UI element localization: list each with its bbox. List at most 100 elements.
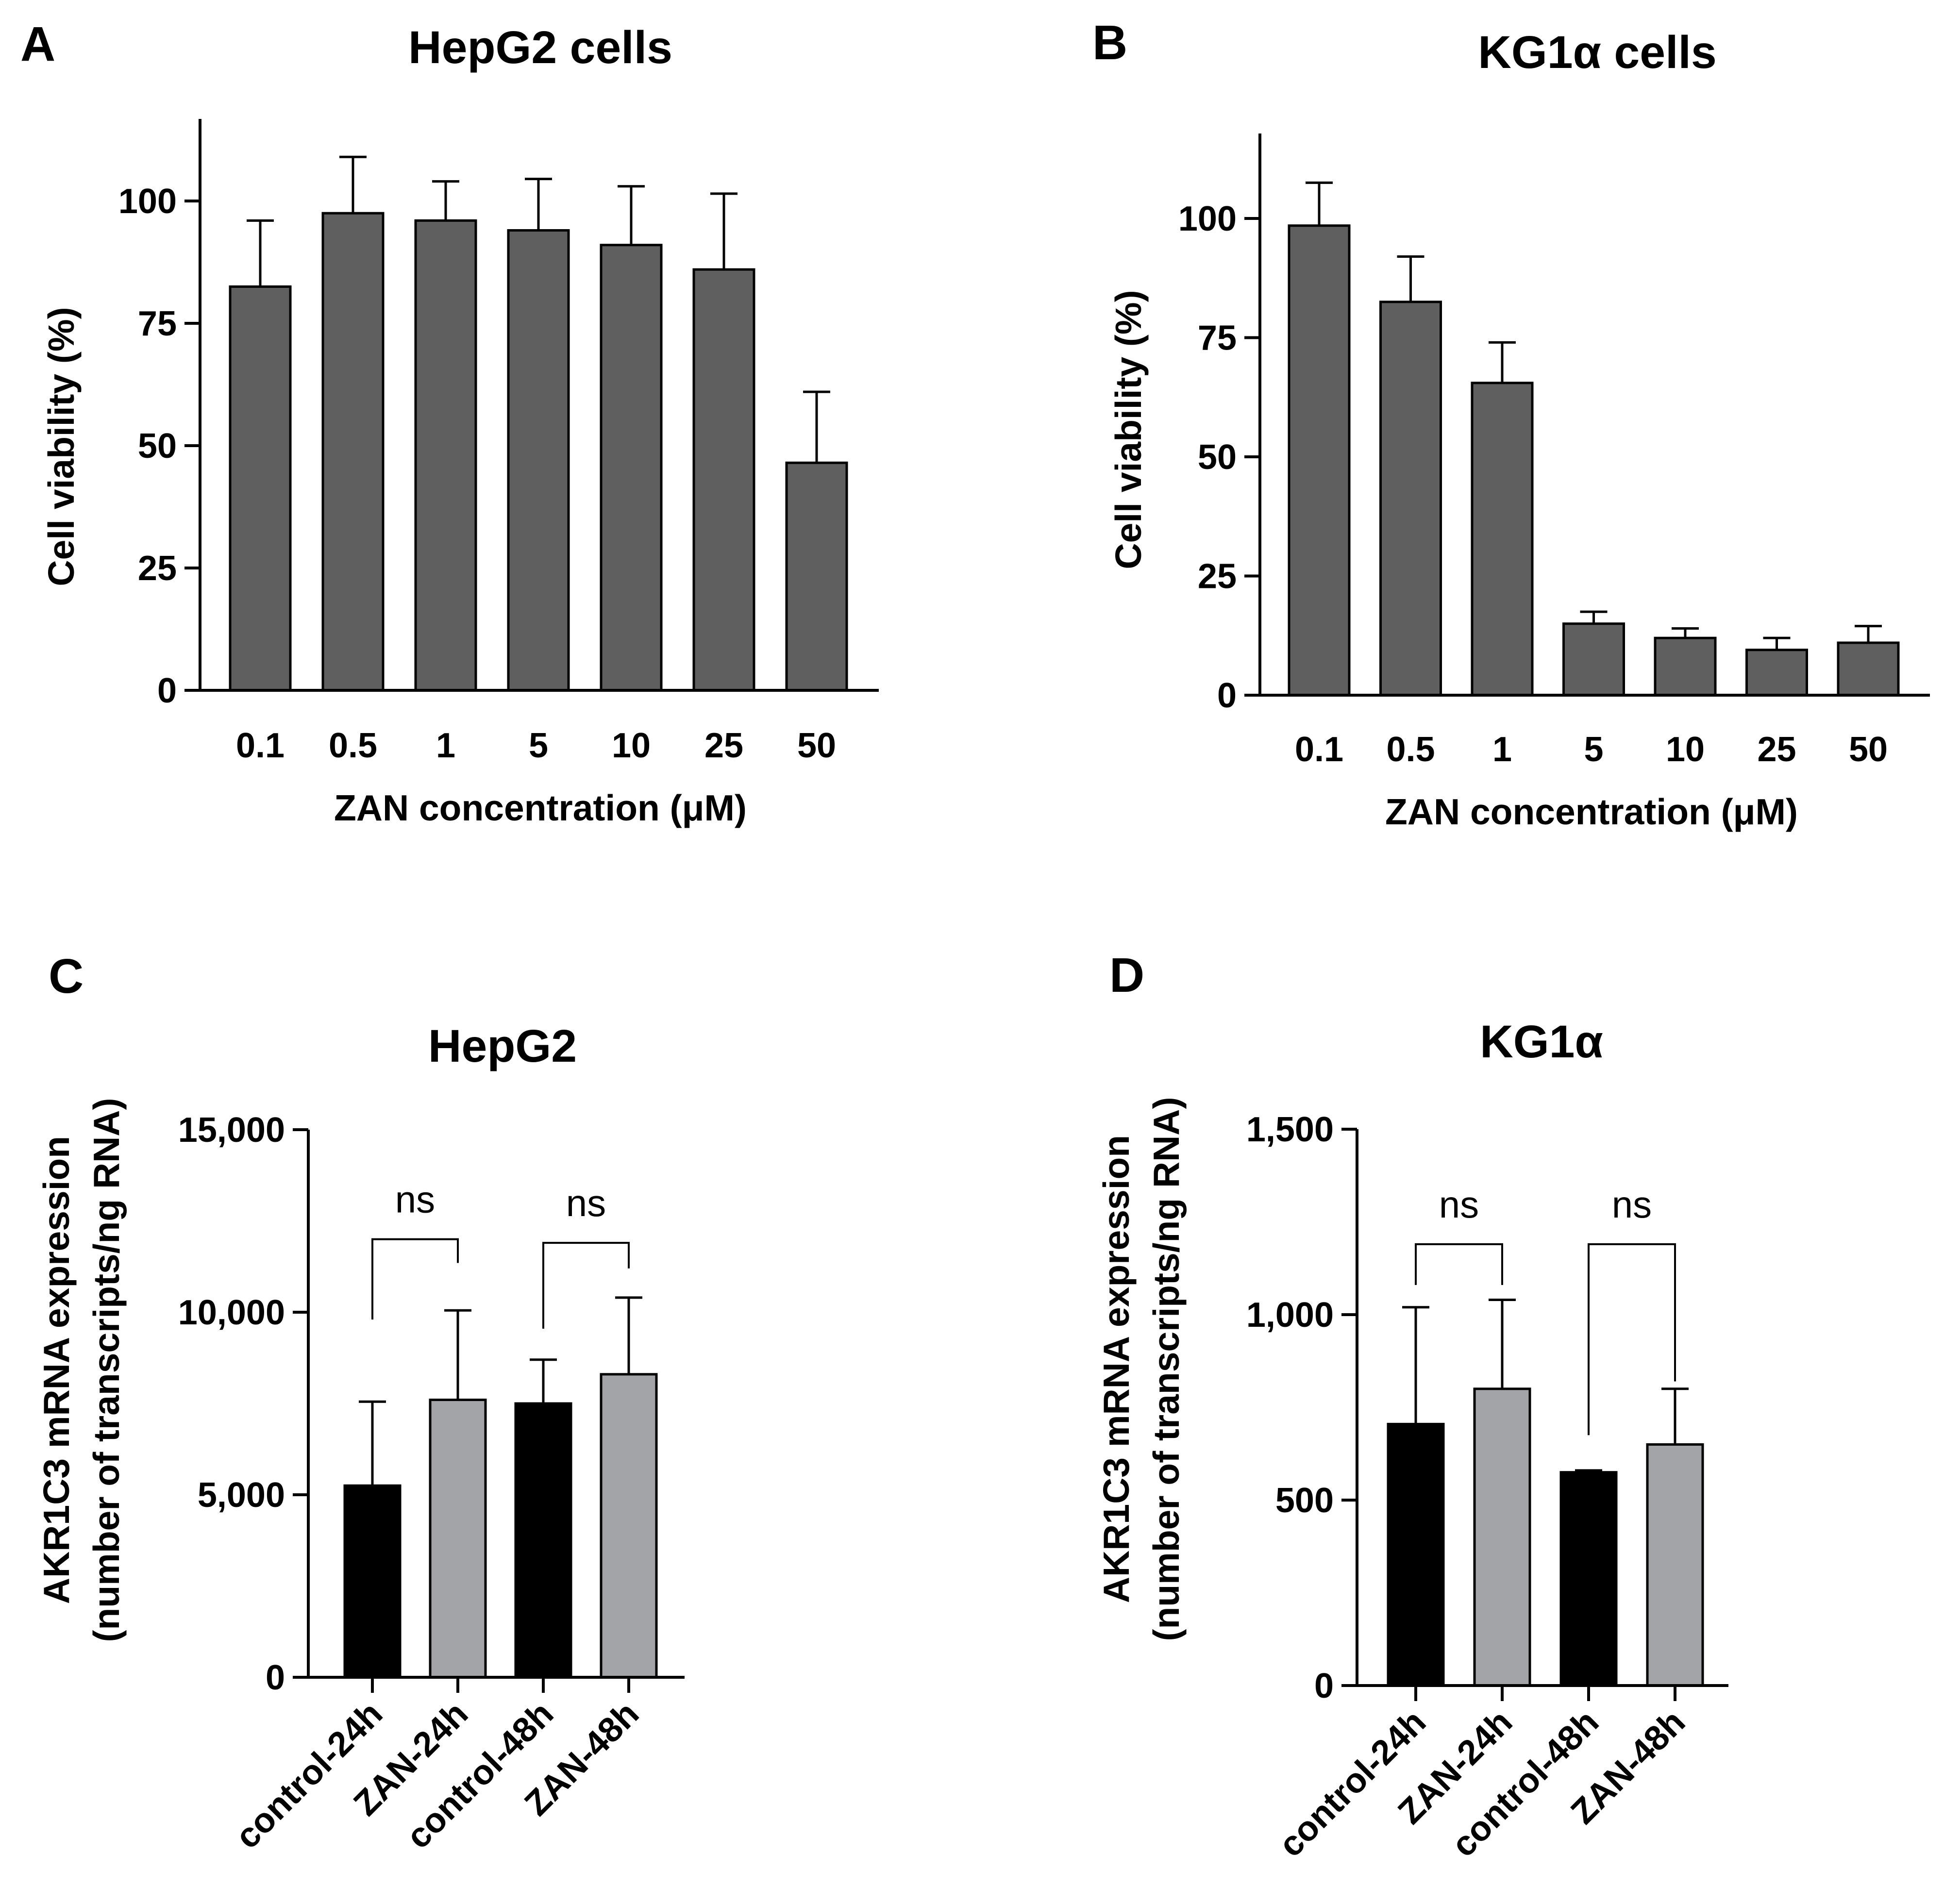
x-tick-label-b: 5: [1584, 730, 1603, 769]
x-tick-label-a: 1: [436, 726, 455, 765]
significance-bracket-c: [371, 1238, 459, 1320]
y-axis-label-d-line2: (number of transcripts/ng RNA): [1146, 1097, 1187, 1641]
x-tick-label-b: 0.1: [1295, 730, 1343, 769]
bar-d: [1387, 1422, 1445, 1687]
bar-c: [600, 1373, 658, 1679]
y-tick-label-b: 100: [1178, 200, 1237, 238]
bar-c: [343, 1484, 402, 1679]
x-tick-label-b: 1: [1492, 730, 1512, 769]
bar-b: [1837, 641, 1900, 697]
axes-b: [1258, 134, 1930, 697]
y-tick-label-b: 50: [1198, 438, 1237, 477]
significance-bracket-d: [1588, 1243, 1676, 1436]
x-ticks-b: 0.1 0.5 1 5 10 25 50: [1295, 730, 1888, 769]
y-axis-label-b: Cell viability (%): [1108, 290, 1149, 569]
y-ticks-c: 0 5,000 10,000 15,000: [178, 1111, 308, 1697]
x-axis-label-a: ZAN concentration (μM): [334, 787, 747, 828]
y-tick-label-d: 1,000: [1246, 1296, 1334, 1335]
x-tick-label-a: 0.5: [329, 726, 377, 765]
y-tick-label-a: 100: [118, 182, 177, 221]
y-tick-label-a: 75: [138, 304, 177, 343]
significance-c: ns ns: [371, 1178, 630, 1329]
y-tick-label-c: 5,000: [198, 1476, 285, 1515]
bar-a: [600, 244, 663, 692]
y-axis-label-c-line1: AKR1C3 mRNA expression: [36, 1136, 77, 1604]
bars-c: [343, 1296, 658, 1679]
y-axis-label-a: Cell viability (%): [41, 307, 82, 586]
bars-b: [1288, 181, 1900, 697]
significance-label-d: ns: [1439, 1183, 1479, 1226]
y-tick-label-d: 1,500: [1246, 1110, 1334, 1149]
y-tick-label-c: 0: [266, 1658, 285, 1697]
axes-a: [199, 119, 879, 692]
bar-d: [1646, 1443, 1704, 1687]
significance-bracket-d: [1415, 1243, 1503, 1285]
bar-a: [785, 461, 848, 692]
y-tick-label-b: 0: [1217, 676, 1237, 715]
x-tick-label-a: 25: [704, 726, 743, 765]
x-axis-label-b: ZAN concentration (μM): [1385, 791, 1798, 832]
y-tick-label-d: 0: [1314, 1667, 1334, 1705]
axes-c: [307, 1130, 685, 1679]
y-tick-label-c: 10,000: [178, 1293, 285, 1332]
bar-b: [1562, 622, 1625, 697]
significance-label-c: ns: [395, 1178, 435, 1221]
x-tick-label-a: 5: [529, 726, 548, 765]
y-axis-label-c-line2: (number of transcripts/ng RNA): [86, 1098, 127, 1642]
y-ticks-d: 0 500 1,000 1,500: [1246, 1110, 1357, 1705]
bar-b: [1745, 649, 1808, 697]
bar-a: [507, 229, 570, 692]
bar-b: [1379, 301, 1442, 697]
bar-b: [1288, 224, 1351, 697]
y-tick-label-a: 25: [138, 549, 177, 588]
y-ticks-b: 0 25 50 75 100: [1178, 200, 1260, 715]
x-tick-label-a: 10: [612, 726, 651, 765]
x-tick-label-b: 0.5: [1386, 730, 1435, 769]
chart-title-a: HepG2 cells: [408, 22, 672, 73]
x-tick-label-d: control-24h: [1272, 1703, 1434, 1865]
bar-b: [1471, 382, 1534, 697]
y-tick-label-b: 75: [1198, 319, 1237, 358]
panel-letter-a: A: [20, 17, 55, 71]
panel-d: D KG1α 0 500 1,000 1,500 control-24hZAN-24h…: [1096, 948, 1728, 1865]
chart-title-d: KG1α: [1480, 1016, 1603, 1068]
panel-c: C HepG2 0 5,000 10,000 15,000 control-24hZA…: [36, 949, 685, 1856]
significance-d: ns ns: [1415, 1183, 1676, 1436]
bar-d: [1559, 1471, 1618, 1687]
y-tick-label-a: 50: [138, 427, 177, 466]
bar-a: [692, 268, 755, 692]
panel-b: B KG1α cells 0 25 50 75 100 0.1 0.5 1 5 10 25 50 Z…: [1092, 16, 1930, 832]
chart-title-c: HepG2: [428, 1020, 577, 1072]
x-tick-label-b: 25: [1757, 730, 1796, 769]
bar-a: [321, 212, 385, 692]
chart-title-b: KG1α cells: [1478, 27, 1716, 78]
bar-a: [414, 219, 477, 692]
axes-d: [1356, 1129, 1728, 1687]
bar-b: [1654, 636, 1717, 697]
x-tick-label-b: 10: [1666, 730, 1705, 769]
x-ticks-a: 0.1 0.5 1 5 10 25 50: [236, 726, 836, 765]
bar-c: [514, 1402, 572, 1679]
significance-label-c: ns: [566, 1182, 606, 1224]
bar-a: [229, 285, 292, 692]
y-axis-label-d-line1: AKR1C3 mRNA expression: [1096, 1135, 1137, 1603]
x-tick-label-b: 50: [1849, 730, 1888, 769]
y-tick-label-c: 15,000: [178, 1111, 285, 1150]
y-tick-label-d: 500: [1275, 1481, 1334, 1520]
x-tick-label-a: 50: [797, 726, 836, 765]
y-tick-label-a: 0: [157, 671, 177, 710]
significance-bracket-c: [542, 1242, 630, 1329]
bar-d: [1473, 1387, 1531, 1687]
x-tick-label-c: control-24h: [228, 1694, 390, 1856]
panel-letter-c: C: [49, 949, 84, 1003]
bar-c: [429, 1398, 487, 1679]
panel-letter-d: D: [1109, 948, 1144, 1002]
x-tick-label-a: 0.1: [236, 726, 285, 765]
y-ticks-a: 0 25 50 75 100: [118, 182, 200, 710]
significance-label-d: ns: [1612, 1183, 1652, 1226]
y-tick-label-b: 25: [1198, 557, 1237, 596]
